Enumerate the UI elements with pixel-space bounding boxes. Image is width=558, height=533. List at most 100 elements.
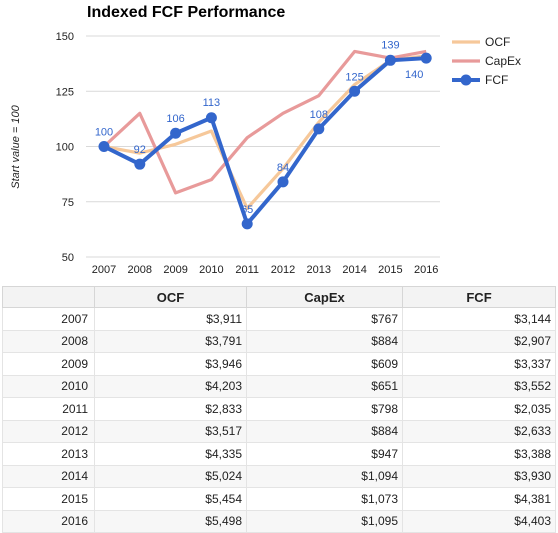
fcf-points: [98, 52, 432, 230]
header-ocf: OCF: [94, 286, 247, 308]
x-tick-label: 2008: [128, 264, 152, 276]
fcf-point: [277, 176, 289, 188]
x-tick-label: 2015: [378, 264, 402, 276]
capex-cell: $651: [246, 374, 403, 398]
ocf-cell: $4,335: [94, 442, 247, 466]
fcf-cell: $3,388: [402, 442, 556, 466]
y-axis-label: Start value = 100: [10, 104, 22, 188]
capex-cell: $1,095: [246, 509, 403, 533]
fcf-cell: $3,144: [402, 307, 556, 331]
year-cell: 2012: [2, 419, 95, 443]
fcf-point: [134, 158, 146, 170]
y-tick-label: 125: [56, 86, 74, 98]
y-tick-label: 75: [62, 197, 74, 209]
ocf-cell: $3,517: [94, 419, 247, 443]
table-row: 2013 $4,335 $947 $3,388: [2, 442, 556, 466]
series-line-fcf: [103, 56, 427, 226]
table-row: 2008 $3,791 $884 $2,907: [2, 329, 556, 353]
fcf-data-label: 125: [345, 71, 363, 83]
fcf-point: [349, 85, 361, 97]
table-row: 2010 $4,203 $651 $3,552: [2, 374, 556, 398]
fcf-point: [313, 123, 325, 135]
series-line-ocf: [103, 54, 427, 210]
fcf-cell: $4,403: [402, 509, 556, 533]
year-cell: 2010: [2, 374, 95, 398]
ocf-cell: $4,203: [94, 374, 247, 398]
table-row: 2012 $3,517 $884 $2,633: [2, 419, 556, 443]
table-row: 2007 $3,911 $767 $3,144: [2, 307, 556, 331]
fcf-point: [98, 141, 110, 152]
y-tick-label: 100: [56, 142, 74, 154]
fcf-cell: $2,633: [402, 419, 556, 443]
capex-cell: $1,073: [246, 487, 403, 511]
fcf-data-label: 140: [405, 69, 423, 81]
ocf-cell: $3,791: [94, 329, 247, 353]
fcf-cell: $4,381: [402, 487, 556, 511]
fcf-cell: $2,035: [402, 397, 556, 421]
y-axis-ticks: 50 75 100 125 150: [56, 31, 74, 264]
ocf-cell: $5,454: [94, 487, 247, 511]
table-header-row: OCF CapEx FCF: [2, 286, 556, 308]
ocf-cell: $5,498: [94, 509, 247, 533]
x-tick-label: 2009: [163, 264, 187, 276]
y-tick-label: 150: [56, 31, 74, 43]
fcf-data-label: 108: [310, 109, 328, 121]
fcf-point: [205, 112, 217, 124]
ocf-cell: $2,833: [94, 397, 247, 421]
capex-cell: $884: [246, 419, 403, 443]
x-tick-label: 2014: [342, 264, 366, 276]
fcf-chart: Indexed FCF Performance Start value = 10…: [10, 4, 521, 276]
x-tick-label: 2016: [414, 264, 438, 276]
x-tick-label: 2007: [92, 264, 116, 276]
table-row: 2011 $2,833 $798 $2,035: [2, 397, 556, 421]
capex-cell: $767: [246, 307, 403, 331]
year-cell: 2007: [2, 307, 95, 331]
year-cell: 2013: [2, 442, 95, 466]
x-tick-label: 2011: [235, 264, 259, 276]
fcf-point: [170, 127, 182, 139]
table-row: 2009 $3,946 $609 $3,337: [2, 352, 556, 376]
ocf-cell: $3,946: [94, 352, 247, 376]
fcf-data-label: 100: [95, 127, 113, 139]
fcf-data-label: 65: [241, 204, 253, 216]
capex-cell: $798: [246, 397, 403, 421]
legend-label-fcf: FCF: [485, 73, 508, 87]
grid-lines: [86, 35, 440, 258]
capex-cell: $884: [246, 329, 403, 353]
year-cell: 2014: [2, 464, 95, 488]
capex-cell: $609: [246, 352, 403, 376]
table-row: 2016 $5,498 $1,095 $4,403: [2, 509, 556, 533]
fcf-point: [384, 54, 396, 66]
fcf-point: [420, 52, 432, 64]
table-body: 2007 $3,911 $767 $3,144 2008 $3,791 $884 $2,907…: [2, 307, 556, 533]
fcf-data-label: 113: [203, 97, 221, 109]
capex-cell: $1,094: [246, 464, 403, 488]
fcf-data-label: 92: [134, 144, 146, 156]
fcf-data-table: OCF CapEx FCF 2007 $3,911 $767 $3,144 2008 $3…: [2, 286, 556, 533]
header-year: [2, 286, 95, 308]
legend-label-capex: CapEx: [485, 54, 521, 68]
year-cell: 2009: [2, 352, 95, 376]
fcf-data-labels: 100 92 106 113 65 84 108 125 139 140: [95, 39, 424, 216]
fcf-data-label: 139: [381, 39, 399, 51]
series-line-capex: [102, 49, 427, 195]
year-cell: 2011: [2, 397, 95, 421]
fcf-point: [241, 218, 253, 230]
x-tick-label: 2012: [271, 264, 295, 276]
header-fcf: FCF: [402, 286, 556, 308]
fcf-cell: $3,930: [402, 464, 556, 488]
fcf-cell: $3,552: [402, 374, 556, 398]
year-cell: 2008: [2, 329, 95, 353]
chart-title: Indexed FCF Performance: [87, 4, 285, 21]
ocf-cell: $5,024: [94, 464, 247, 488]
fcf-data-label: 84: [277, 162, 289, 174]
year-cell: 2015: [2, 487, 95, 511]
x-axis-ticks: 2007 2008 2009 2010 2011 2012 2013 2014 2015 2016: [92, 264, 439, 276]
capex-cell: $947: [246, 442, 403, 466]
fcf-data-label: 106: [166, 113, 184, 125]
fcf-cell: $3,337: [402, 352, 556, 376]
x-tick-label: 2010: [199, 264, 223, 276]
legend-label-ocf: OCF: [485, 35, 510, 49]
legend-marker-fcf: [460, 74, 472, 86]
year-cell: 2016: [2, 509, 95, 533]
